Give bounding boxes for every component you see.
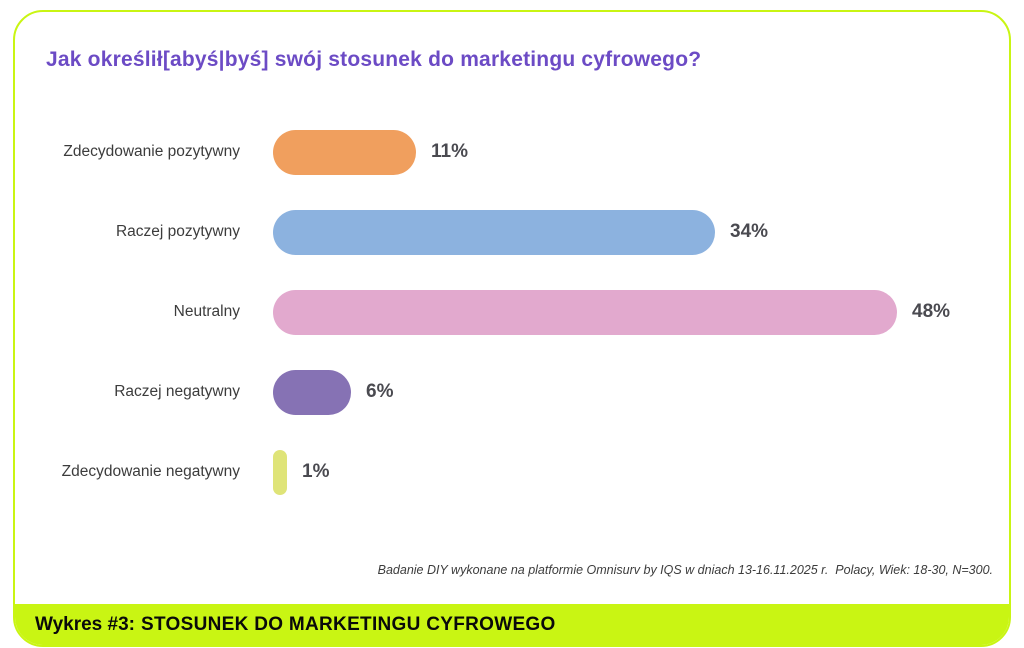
chart-row: Raczej negatywny 6% (44, 352, 989, 432)
caption-text: STOSUNEK DO MARKETINGU CYFROWEGO (141, 613, 556, 635)
bar (273, 209, 715, 255)
chart-row: Zdecydowanie negatywny 1% (44, 432, 989, 512)
bar (273, 369, 351, 415)
value-label: 34% (730, 221, 769, 242)
chart-row: Neutralny 48% (44, 272, 989, 352)
chart-card: Jak określił[abyś|byś] swój stosunek do … (13, 10, 1011, 647)
category-label: Neutralny (173, 303, 240, 320)
category-label: Zdecydowanie pozytywny (63, 143, 240, 160)
bar-chart: Zdecydowanie pozytywny 11% Raczej pozytywn… (44, 112, 989, 512)
chart-row: Raczej pozytywny 34% (44, 192, 989, 272)
chart-title: Jak określił[abyś|byś] swój stosunek do … (46, 48, 702, 71)
category-label: Raczej pozytywny (115, 223, 240, 240)
category-label: Zdecydowanie negatywny (61, 463, 240, 480)
value-label: 48% (912, 301, 951, 322)
bar (273, 449, 287, 495)
value-label: 6% (366, 381, 394, 402)
value-label: 11% (431, 141, 468, 162)
bar (273, 129, 416, 175)
caption-prefix: Wykres #3: (35, 613, 135, 635)
bar (273, 289, 897, 335)
value-label: 1% (302, 461, 330, 482)
caption-strip: Wykres #3: STOSUNEK DO MARKETINGU CYFROW… (15, 604, 1009, 645)
chart-row: Zdecydowanie pozytywny 11% (44, 112, 989, 192)
category-label: Raczej negatywny (114, 383, 240, 400)
methodology-footnote: Badanie DIY wykonane na platformie Omnis… (377, 563, 993, 577)
